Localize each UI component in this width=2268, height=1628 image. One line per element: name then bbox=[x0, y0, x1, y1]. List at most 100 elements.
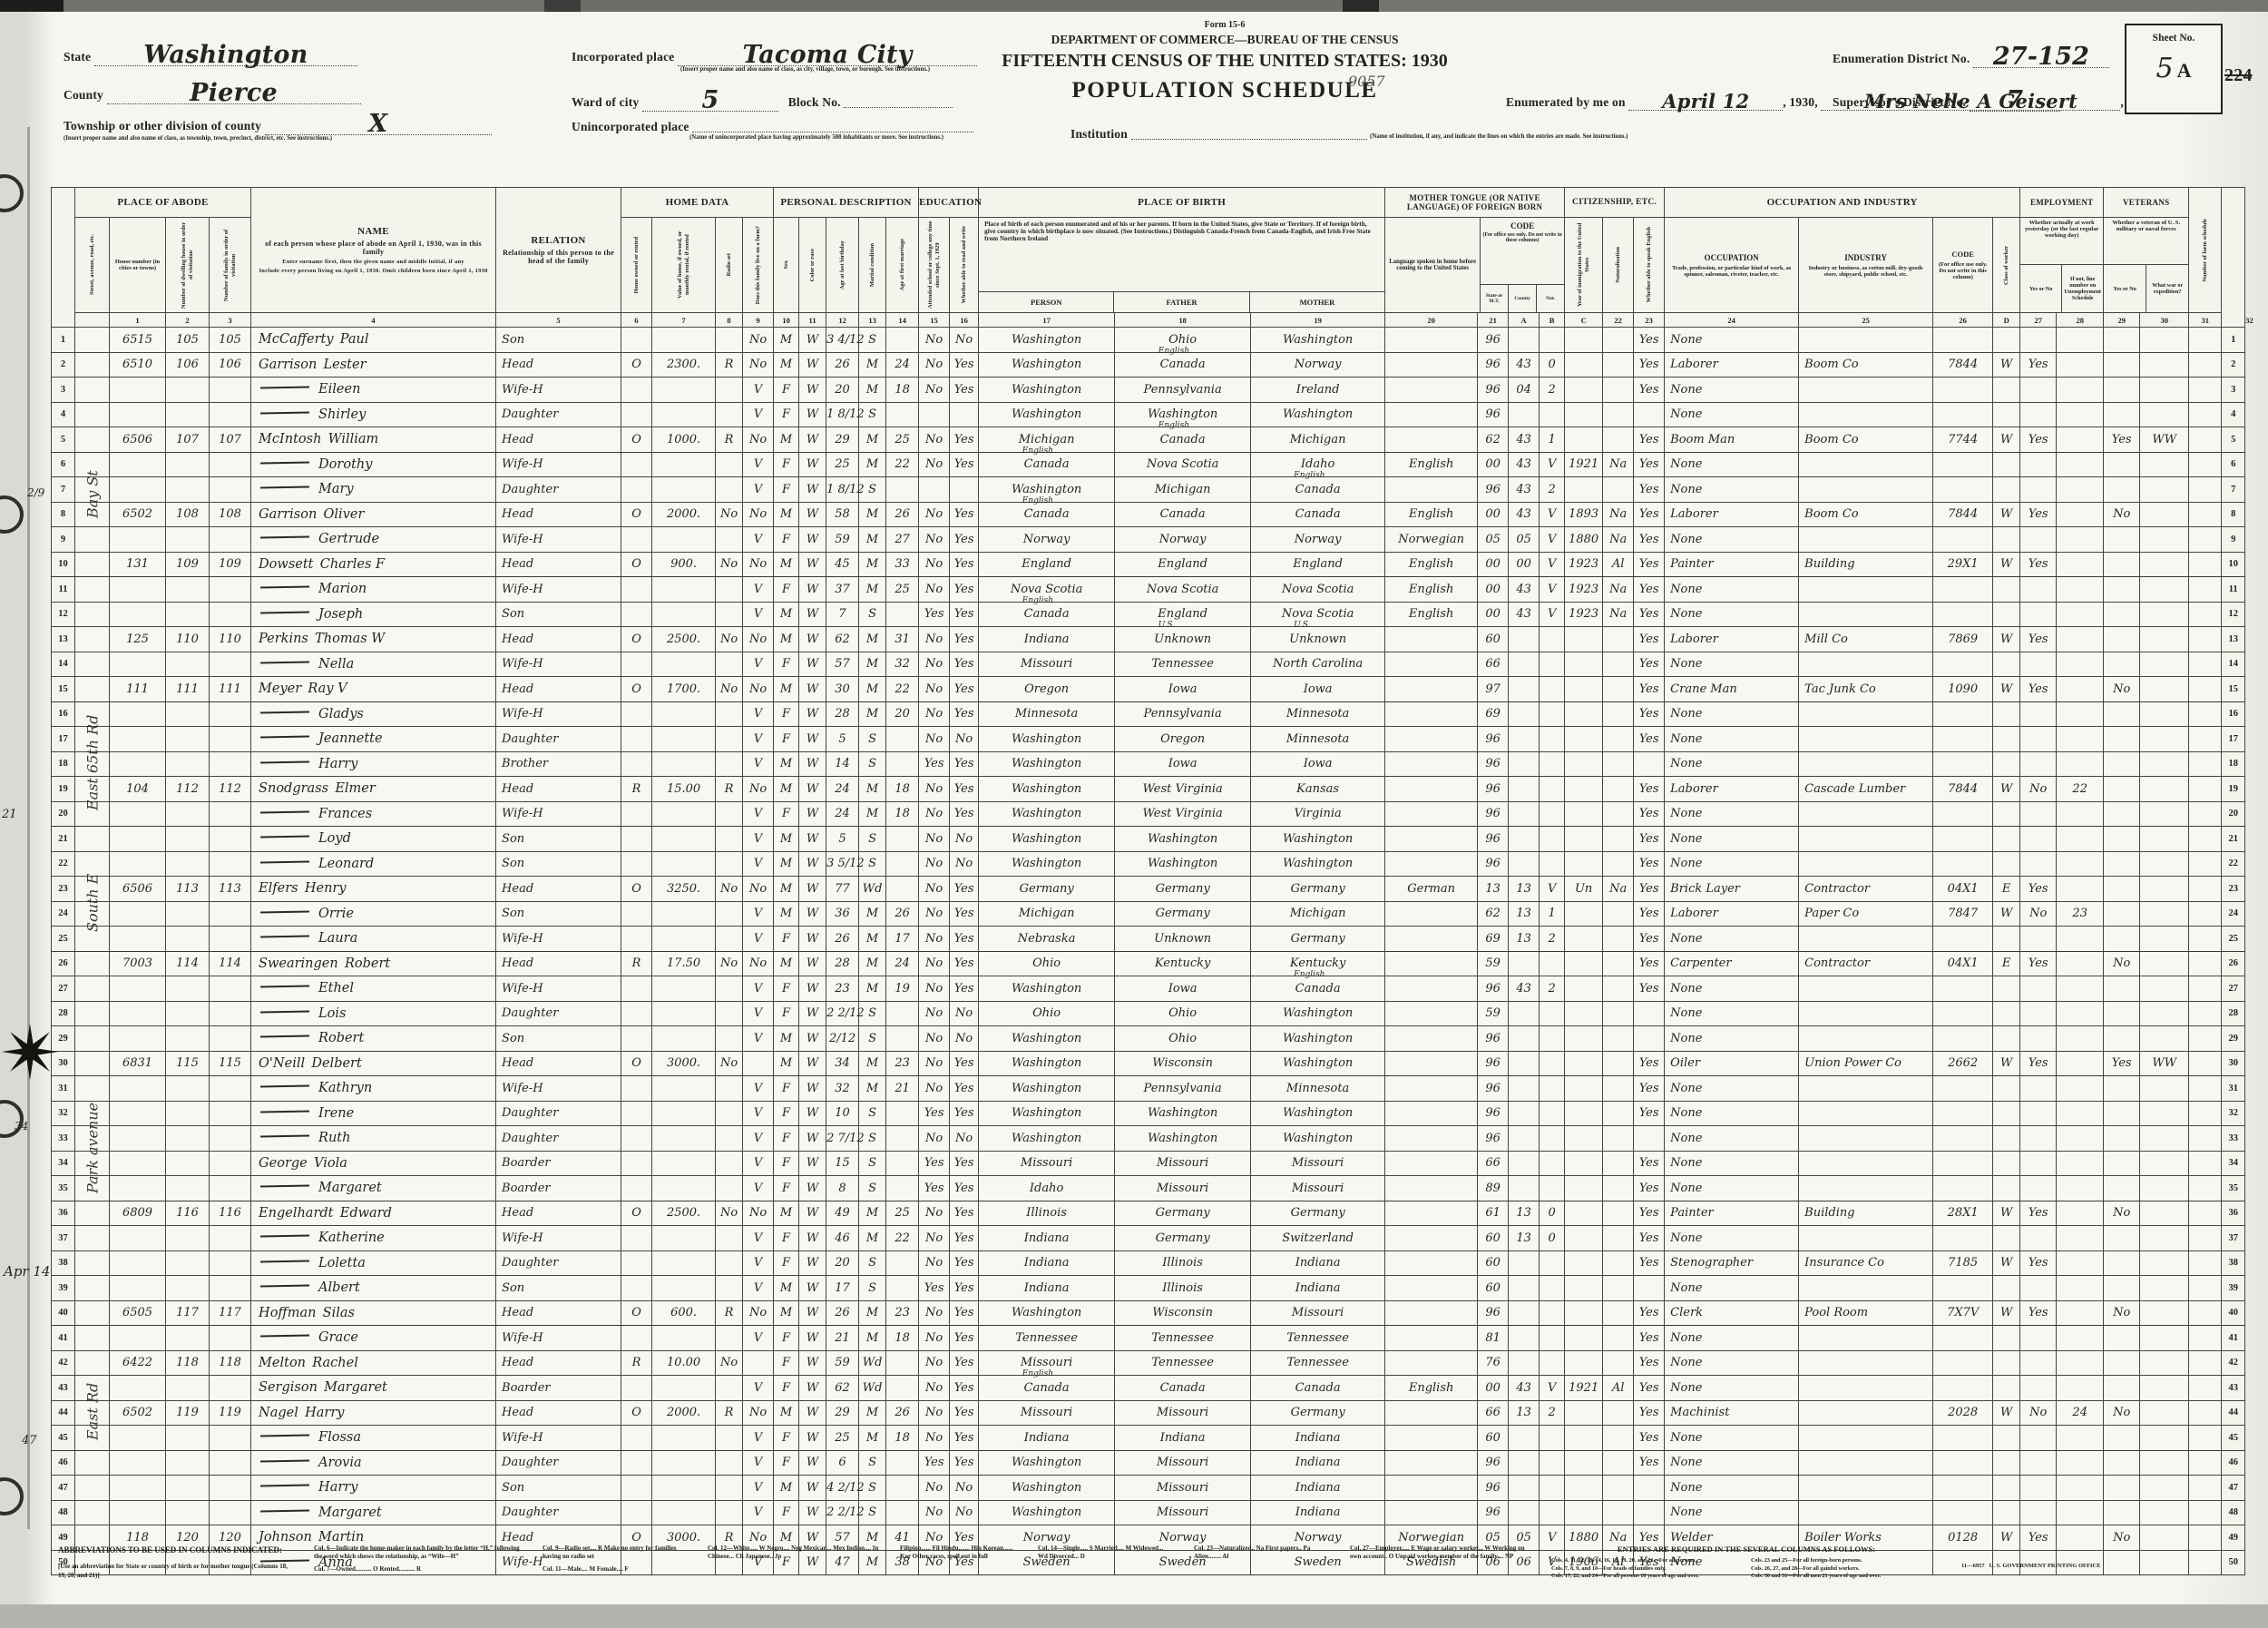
farm-cell: No bbox=[742, 551, 775, 577]
pencil-number: 9057 bbox=[1348, 73, 1385, 90]
radio-cell bbox=[715, 1425, 744, 1451]
lineno-cell: 13 bbox=[2221, 626, 2246, 652]
v30-cell bbox=[2103, 1449, 2141, 1476]
person-row: 20 Frances Wife-H V F W 24 M 18 No Yes Washington We… bbox=[51, 800, 2246, 827]
cc-cell bbox=[1539, 1100, 1566, 1126]
lineno-cell: 18 bbox=[2221, 750, 2246, 777]
correction-note: English bbox=[1022, 1369, 1054, 1378]
sex-cell: F bbox=[773, 1425, 800, 1451]
name-cell: Loletta bbox=[250, 1250, 497, 1276]
bp-cell: Ohio bbox=[978, 1000, 1116, 1026]
v31-cell bbox=[2139, 551, 2190, 577]
mar-cell: M bbox=[858, 1549, 887, 1575]
agem-cell: 18 bbox=[885, 1425, 920, 1451]
agem-cell bbox=[885, 1125, 920, 1152]
v30-cell bbox=[2103, 926, 2141, 952]
imm-cell bbox=[1564, 776, 1604, 802]
person-row: 3 Eileen Wife-H V F W 20 M 18 No Yes Washington Penn… bbox=[51, 377, 2246, 403]
bm-cell: Indiana bbox=[1250, 1475, 1386, 1501]
occ-cell: Laborer bbox=[1664, 351, 1800, 378]
lineno-cell: 30 bbox=[51, 1050, 75, 1076]
rel-cell: Son bbox=[495, 1475, 622, 1501]
age-cell: 59 bbox=[826, 1349, 860, 1376]
rw-cell: Yes bbox=[949, 1250, 980, 1276]
age-cell: 25 bbox=[826, 451, 860, 477]
farm-cell: V bbox=[742, 526, 775, 553]
street-cell bbox=[74, 750, 110, 777]
radio-cell: R bbox=[715, 351, 744, 378]
v30-cell bbox=[2103, 976, 2141, 1002]
v30-cell bbox=[2103, 900, 2141, 927]
nat-cell: Na bbox=[1602, 501, 1635, 527]
lineno-cell: 45 bbox=[51, 1425, 75, 1451]
rel-cell: Son bbox=[495, 1025, 622, 1052]
ind-cell: Boom Co bbox=[1798, 501, 1934, 527]
val-cell bbox=[651, 451, 717, 477]
occ-cell: None bbox=[1664, 726, 1800, 752]
mar-cell: S bbox=[858, 401, 887, 427]
person-row: 38 Loletta Daughter V F W 20 S No Yes Indiana Illin… bbox=[51, 1250, 2246, 1276]
ca-cell: 00 bbox=[1477, 451, 1510, 477]
farm-cell: V bbox=[742, 976, 775, 1002]
val-cell bbox=[651, 1075, 717, 1102]
mar-cell: M bbox=[858, 676, 887, 702]
street-cell bbox=[74, 1150, 110, 1176]
race-cell: W bbox=[798, 626, 827, 652]
ca-cell: 96 bbox=[1477, 800, 1510, 827]
bf-cell: Tennessee bbox=[1114, 651, 1252, 677]
nat-cell bbox=[1602, 1200, 1635, 1226]
rw-cell: Yes bbox=[949, 1050, 980, 1076]
lineno-cell: 17 bbox=[51, 726, 75, 752]
block-label: Block No. bbox=[787, 95, 841, 109]
column-number: 31 bbox=[2188, 312, 2223, 328]
farm-cell: No bbox=[742, 501, 775, 527]
cc-cell: V bbox=[1539, 501, 1566, 527]
v30-cell bbox=[2103, 800, 2141, 827]
cc-cell: 1 bbox=[1539, 427, 1566, 453]
bm-cell: Missouri bbox=[1250, 1175, 1386, 1201]
lineno-cell: 30 bbox=[2221, 1050, 2246, 1076]
person-row: 46 Arovia Daughter V F W 6 S Yes Yes Washington Mis… bbox=[51, 1449, 2246, 1476]
lang-cell: English bbox=[1384, 551, 1479, 577]
cls-cell bbox=[1992, 1275, 2021, 1301]
age-cell: 3 4/12 bbox=[826, 327, 865, 353]
sex-cell: F bbox=[773, 726, 800, 752]
cc-cell bbox=[1539, 1150, 1566, 1176]
dwell-cell bbox=[165, 1075, 210, 1102]
ind-cell bbox=[1798, 1225, 1934, 1251]
person-row: 43 Sergison Margaret Boarder V F W 62 Wd No Yes Ca… bbox=[51, 1370, 2246, 1401]
mother-tongue-subheader: Language spoken in home before coming to… bbox=[1384, 217, 1566, 313]
lineno-cell: 48 bbox=[2221, 1499, 2246, 1525]
name-cell: Sergison Margaret bbox=[250, 1375, 497, 1401]
cls-cell bbox=[1992, 1000, 2021, 1026]
age-cell: 6 bbox=[826, 1449, 860, 1476]
age-cell: 7 bbox=[826, 601, 860, 627]
nat-cell: Na bbox=[1602, 576, 1635, 603]
cc-cell bbox=[1539, 950, 1566, 976]
fam-cell: 105 bbox=[208, 327, 252, 353]
line-number-header-right bbox=[2221, 187, 2246, 328]
lineno-cell: 4 bbox=[2221, 401, 2246, 427]
cb-cell: 13 bbox=[1508, 1200, 1540, 1226]
v31-cell bbox=[2139, 1275, 2190, 1301]
code-cell bbox=[1932, 1449, 1994, 1476]
rw-cell: Yes bbox=[949, 1299, 980, 1326]
sex-cell: F bbox=[773, 1250, 800, 1276]
name-cell: Flossa bbox=[250, 1425, 497, 1451]
lang-cell: English bbox=[1384, 451, 1479, 477]
mar-cell: M bbox=[858, 1399, 887, 1426]
cls-cell bbox=[1992, 750, 2021, 777]
house-cell bbox=[109, 1000, 166, 1026]
column-number: 3 bbox=[208, 312, 252, 328]
bm-cell: Indiana bbox=[1250, 1425, 1386, 1451]
agem-cell: 22 bbox=[885, 1225, 920, 1251]
w28-cell bbox=[2019, 926, 2058, 952]
imm-cell bbox=[1564, 850, 1604, 877]
age-cell: 32 bbox=[826, 1075, 860, 1102]
group-place-of-abode: PLACE OF ABODE bbox=[73, 187, 252, 218]
col-header-unemployment-line: If not, line number on Unemployment Sche… bbox=[2064, 276, 2101, 301]
ind-cell bbox=[1798, 1375, 1934, 1401]
v31-cell bbox=[2139, 1100, 2190, 1126]
imm-cell bbox=[1564, 1349, 1604, 1376]
rel-cell: Head bbox=[495, 501, 622, 527]
